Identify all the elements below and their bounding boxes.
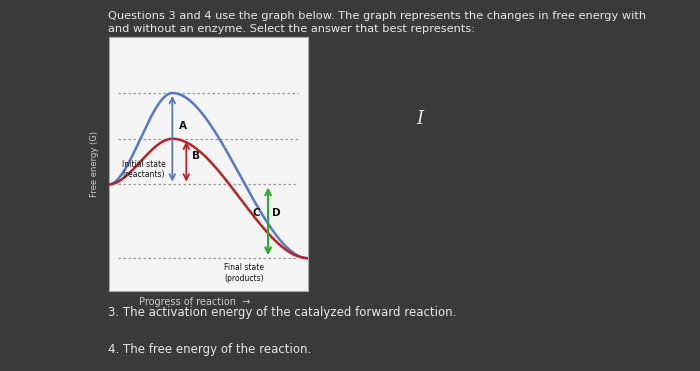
Text: Progress of reaction  →: Progress of reaction →	[139, 297, 250, 307]
Text: A: A	[179, 121, 188, 131]
Text: Initial state
(reactants): Initial state (reactants)	[122, 160, 166, 180]
Text: Questions 3 and 4 use the graph below. The graph represents the changes in free : Questions 3 and 4 use the graph below. T…	[108, 11, 647, 35]
Text: Free energy (G): Free energy (G)	[90, 131, 99, 197]
Text: D: D	[272, 208, 281, 218]
Text: C: C	[252, 208, 260, 218]
Text: Final state
(products): Final state (products)	[224, 263, 264, 283]
Text: 4. The free energy of the reaction.: 4. The free energy of the reaction.	[108, 343, 312, 356]
Text: I: I	[416, 110, 424, 128]
Text: 3. The activation energy of the catalyzed forward reaction.: 3. The activation energy of the catalyze…	[108, 306, 457, 319]
Text: B: B	[193, 151, 200, 161]
